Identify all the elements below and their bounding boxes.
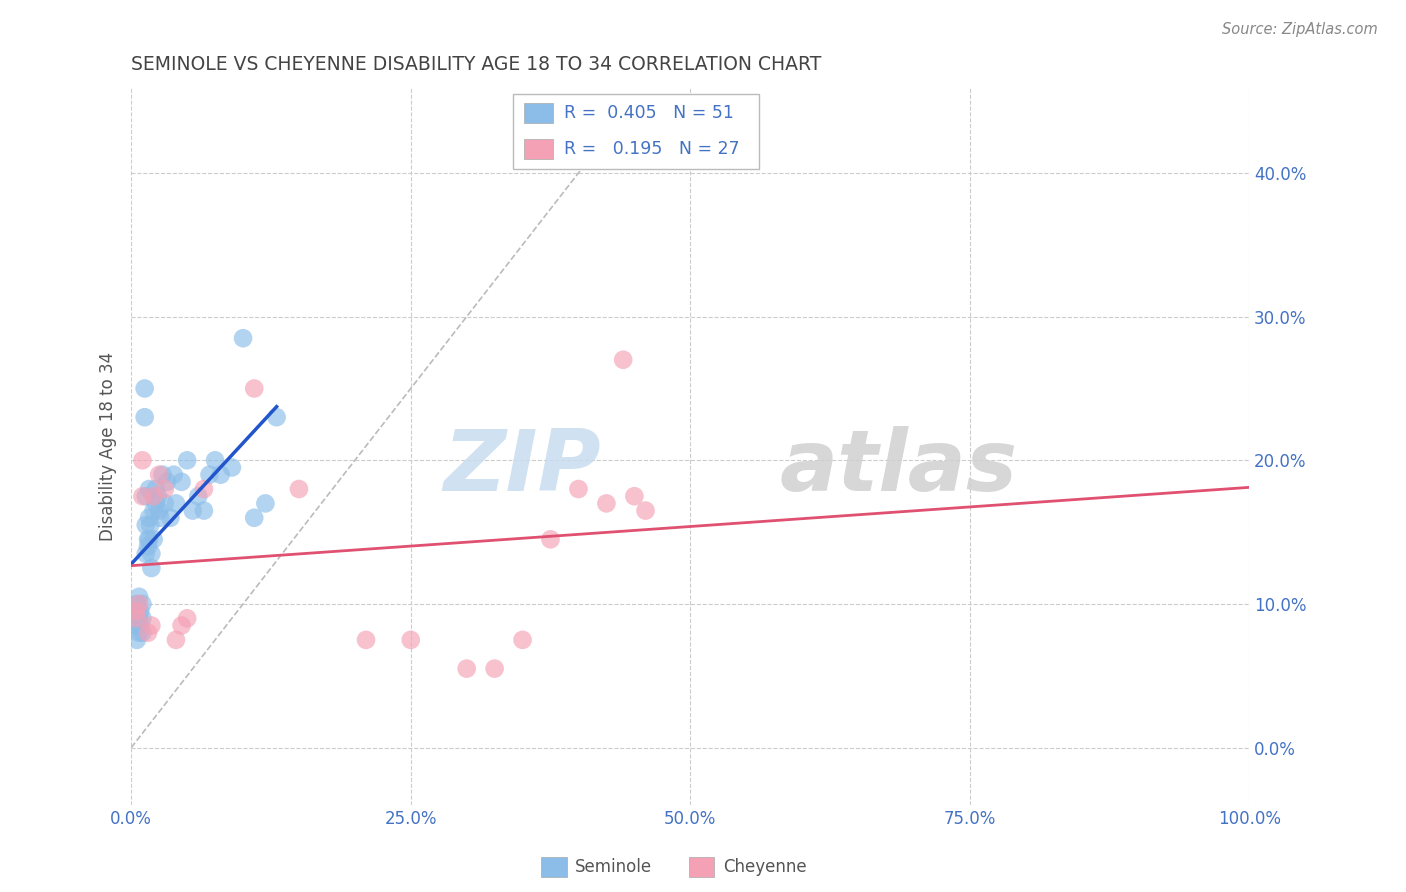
Point [232, 331, 254, 345]
Point [138, 510, 160, 524]
Point [136, 625, 159, 640]
Point [187, 489, 209, 503]
Point [134, 410, 156, 425]
Point [138, 533, 160, 547]
Point [243, 510, 266, 524]
Point [136, 533, 159, 547]
Text: R =   0.195   N = 27: R = 0.195 N = 27 [564, 140, 740, 158]
Point [142, 489, 165, 503]
Point [204, 453, 226, 467]
Point [139, 518, 162, 533]
Point [125, 597, 148, 611]
Point [141, 561, 163, 575]
Point [165, 496, 187, 510]
Point [540, 533, 562, 547]
Point [142, 533, 165, 547]
Point [181, 503, 204, 517]
Point [170, 475, 193, 489]
Point [156, 475, 179, 489]
Point [170, 618, 193, 632]
Point [288, 482, 311, 496]
Point [141, 618, 163, 632]
Point [254, 496, 277, 510]
Point [193, 482, 215, 496]
Point [146, 489, 169, 503]
Point [153, 482, 176, 496]
Point [484, 662, 506, 676]
Point [134, 382, 156, 396]
Point [152, 467, 174, 482]
Point [595, 496, 617, 510]
Point [145, 496, 167, 510]
Point [266, 410, 288, 425]
Point [634, 503, 657, 517]
Point [512, 632, 534, 647]
Point [198, 467, 221, 482]
Point [165, 632, 187, 647]
Y-axis label: Disability Age 18 to 34: Disability Age 18 to 34 [100, 351, 117, 541]
Point [125, 632, 148, 647]
Point [399, 632, 422, 647]
Point [131, 625, 153, 640]
Point [159, 510, 181, 524]
Point [148, 467, 170, 482]
Point [125, 611, 148, 625]
Point [128, 611, 150, 625]
Point [221, 460, 243, 475]
Point [153, 496, 176, 510]
Text: Cheyenne: Cheyenne [723, 858, 806, 876]
Text: atlas: atlas [780, 426, 1018, 509]
Point [354, 632, 377, 647]
Point [148, 503, 170, 517]
Point [128, 590, 150, 604]
Point [176, 611, 198, 625]
Point [129, 604, 152, 618]
Text: Source: ZipAtlas.com: Source: ZipAtlas.com [1222, 22, 1378, 37]
Point [135, 489, 157, 503]
Point [138, 482, 160, 496]
Text: SEMINOLE VS CHEYENNE DISABILITY AGE 18 TO 34 CORRELATION CHART: SEMINOLE VS CHEYENNE DISABILITY AGE 18 T… [131, 55, 821, 74]
Point [141, 547, 163, 561]
Point [209, 467, 232, 482]
Point [131, 611, 153, 625]
Point [129, 618, 152, 632]
Point [623, 489, 645, 503]
Point [131, 489, 153, 503]
Point [176, 453, 198, 467]
Point [149, 510, 172, 524]
Point [243, 382, 266, 396]
Point [128, 625, 150, 640]
Point [125, 604, 148, 618]
Point [135, 547, 157, 561]
Point [145, 482, 167, 496]
Point [136, 540, 159, 554]
Point [125, 618, 148, 632]
Point [163, 467, 186, 482]
Point [142, 503, 165, 517]
Point [131, 597, 153, 611]
Point [128, 597, 150, 611]
Point [193, 503, 215, 517]
Point [612, 352, 634, 367]
Point [131, 453, 153, 467]
Point [567, 482, 589, 496]
Text: R =  0.405   N = 51: R = 0.405 N = 51 [564, 104, 734, 122]
Text: Seminole: Seminole [575, 858, 652, 876]
Point [125, 604, 148, 618]
Text: ZIP: ZIP [443, 426, 600, 509]
Point [135, 518, 157, 533]
Point [456, 662, 478, 676]
